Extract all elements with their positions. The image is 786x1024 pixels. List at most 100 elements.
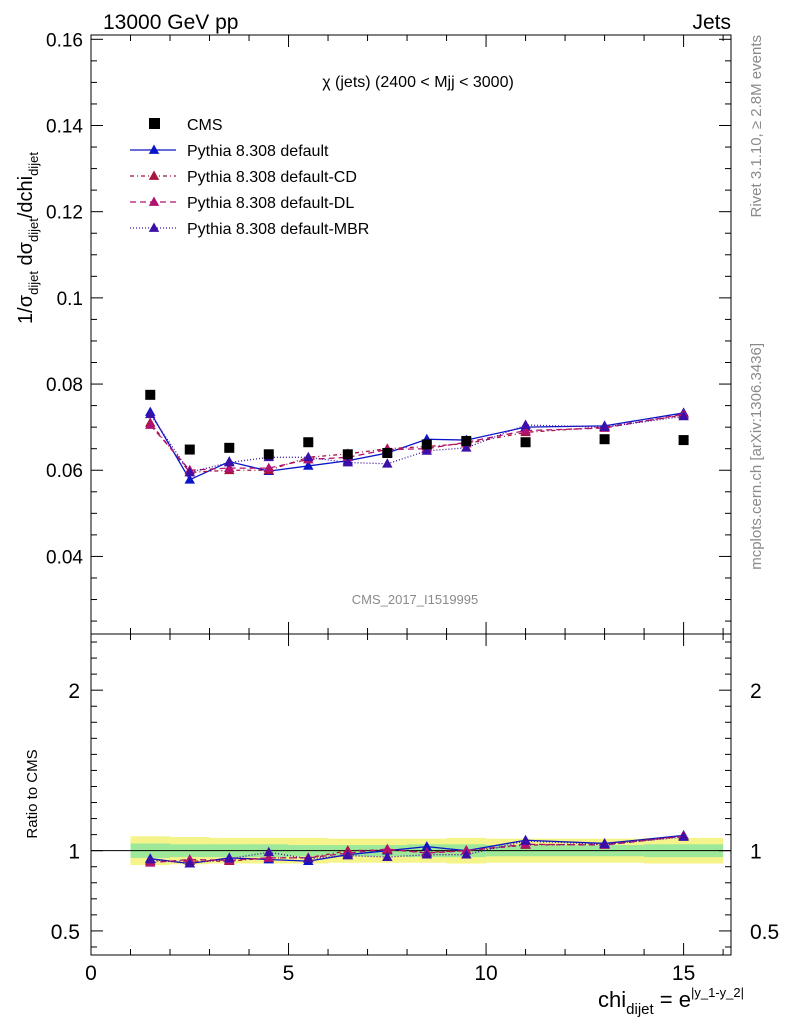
cms-data-point [263,449,274,460]
series-point-pythia-8-308-default-mbr [303,451,314,462]
legend-label-pythia-8-308-default-cd: Pythia 8.308 default-CD [187,169,357,186]
header-energy-label: 13000 GeV pp [103,11,238,34]
cms-data-point [303,437,314,448]
series-point-pythia-8-308-default-mbr [184,466,195,477]
header-process-label: Jets [692,11,731,34]
ylabel-sub-2: dijet [26,218,41,242]
ratio-point-pythia-8-308-default-mbr [382,851,393,861]
ratio-point-pythia-8-308-default-mbr [184,858,195,868]
xlabel-sub: dijet [626,1001,654,1018]
ratio-point-pythia-8-308-default-mbr [520,835,531,845]
series-line-pythia-8-308-default [149,411,684,481]
cms-data-point [184,444,195,455]
ratio-point-pythia-8-308-default-mbr [342,849,354,860]
main-ytick-label: 0.1 [57,289,83,310]
ratio-point-pythia-8-308-default-mbr [263,846,275,857]
xtick-label: 5 [283,962,295,985]
main-ytick-label: 0.06 [46,461,83,482]
series-line-pythia-8-308-default-cd [149,414,684,474]
ratio-axis-ticks: 0.5 0.5 1 1 2 2 0 5 10 15 [51,634,779,985]
ratio-point-pythia-8-308-default-mbr [145,854,156,864]
ratio-point-pythia-8-308-default-mbr [599,838,610,849]
ratio-point-pythia-8-308-default-dl [382,843,393,853]
ratio-point-pythia-8-308-default-mbr [303,853,314,863]
series-line-pythia-8-308-default-dl [149,413,684,471]
ylabel-part-main: 1/σ [15,294,37,324]
ratio-ytick-label-right: 2 [750,680,762,703]
ratio-point-pythia-8-308-default-dl [263,852,275,862]
main-ytick-label: 0.16 [46,30,83,51]
cms-data-point [461,435,472,446]
main-axis-ticks: 0.04 0.06 0.08 0.1 0.12 0.14 0.16 [46,30,731,634]
legend-marker-cms [149,118,160,129]
series-point-pythia-8-308-default-dl [520,425,531,435]
series-point-pythia-8-308-default-dl [224,462,235,472]
main-panel: 0.04 0.06 0.08 0.1 0.12 0.14 0.16 χ (jets) (24… [15,30,732,635]
series-point-pythia-8-308-default-mbr [382,458,393,468]
ratio-ytick-label-left: 2 [68,680,80,703]
ratio-ytick-label-right: 1 [750,841,762,864]
legend-label-cms: CMS [187,117,223,134]
main-y-axis-label: 1/σdijet dσdijet/dchidijet [15,152,41,324]
main-ytick-label: 0.14 [46,116,83,137]
cms-data-point [421,439,432,450]
series-point-pythia-8-308-default-mbr [520,419,531,429]
ylabel-part-tail: /dchi [15,176,37,218]
cms-data-point [224,442,235,453]
xtick-label: 0 [85,962,97,985]
legend-label-pythia-8-308-default: Pythia 8.308 default [187,143,329,160]
cms-data-point [520,437,531,448]
series-point-pythia-8-308-default-mbr [421,445,433,455]
xlabel-main: chi [598,987,626,1012]
cms-data-point [145,389,156,400]
ratio-ytick-label-right: 0.5 [750,921,779,944]
series-point-pythia-8-308-default [184,474,195,484]
series-point-pythia-8-308-default-mbr [224,456,235,467]
main-ytick-label: 0.12 [46,203,83,224]
ylabel-part-mid: dσ [15,241,37,271]
main-ytick-label: 0.08 [46,375,83,396]
ratio-line-pythia-8-308-default [150,834,684,865]
legend-marker-pythia-8-308-default [148,144,160,154]
analysis-watermark: CMS_2017_I1519995 [352,592,479,607]
series-point-pythia-8-308-default-dl [263,462,275,472]
ratio-ytick-label-left: 0.5 [51,921,80,944]
ratio-ytick-label-left: 1 [68,841,80,864]
xtick-label: 15 [672,962,695,985]
ratio-point-pythia-8-308-default [421,841,433,851]
ylabel-sub-1: dijet [26,271,41,295]
series-point-pythia-8-308-default-mbr [145,408,156,419]
cms-data-point [382,448,393,459]
series-point-pythia-8-308-default-dl [145,419,156,429]
legend-label-pythia-8-308-default-dl: Pythia 8.308 default-DL [187,195,354,212]
ratio-line-pythia-8-308-default-dl [150,835,684,864]
legend-marker-pythia-8-308-default-mbr [148,222,160,232]
series-point-pythia-8-308-default-mbr [342,456,354,467]
ratio-point-pythia-8-308-default-mbr [421,849,433,859]
main-plot-title: χ (jets) (2400 < Mjj < 3000) [322,74,514,91]
cms-data-point [599,434,610,445]
legend-marker-pythia-8-308-default-cd [148,170,160,180]
ratio-panel-frame [90,633,732,956]
rivet-version-label: Rivet 3.1.10, ≥ 2.8M events [748,35,765,218]
ratio-panel: 0.5 0.5 1 1 2 2 0 5 10 15 Ratio to CMS chidijet =… [24,633,779,1018]
ratio-series-group [145,829,689,868]
series-point-pythia-8-308-default-mbr [461,442,472,452]
cms-data-point [678,435,689,446]
ratio-line-pythia-8-308-default-mbr [150,836,684,865]
xtick-label: 10 [474,962,497,985]
xlabel-mid: = e [654,987,691,1012]
legend-label-pythia-8-308-default-mbr: Pythia 8.308 default-MBR [187,221,369,238]
series-point-pythia-8-308-default [303,460,314,470]
ratio-y-axis-label: Ratio to CMS [24,749,41,838]
main-series-group [145,389,689,484]
x-axis-label: chidijet = e|y_1-y_2| [598,985,744,1018]
ratio-point-pythia-8-308-default-mbr [678,831,689,841]
ratio-point-pythia-8-308-default-mbr [224,853,235,863]
series-point-pythia-8-308-default-mbr [678,410,689,421]
ratio-point-pythia-8-308-default-mbr [461,849,472,859]
cms-data-point [342,449,353,460]
xlabel-sup: |y_1-y_2| [691,985,744,1000]
ylabel-sub-3: dijet [26,152,41,176]
